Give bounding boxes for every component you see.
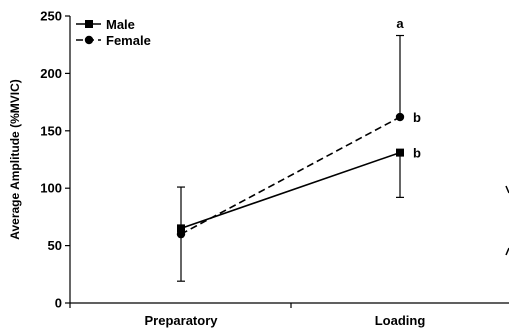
- legend-label-male: Male: [106, 17, 135, 32]
- y-axis-title: Average Amplitude (%MVIC): [8, 79, 22, 239]
- data-point-male: [177, 224, 185, 233]
- legend-label-female: Female: [106, 33, 151, 48]
- y-tick-label: 250: [40, 9, 62, 24]
- chart-axes: 0 50 100 150 200 250 Preparatory Loading Average…: [8, 9, 509, 328]
- data-point-female: [395, 112, 405, 122]
- significance-label: b: [413, 110, 421, 125]
- error-bars: [177, 34, 404, 282]
- legend-marker: [84, 35, 94, 45]
- y-tick-label: 0: [55, 296, 62, 311]
- x-tick-label: Loading: [375, 313, 426, 328]
- y-tick-label: 50: [48, 238, 62, 253]
- series-line-male: [180, 151, 401, 230]
- y-tick-label: 150: [40, 123, 62, 138]
- legend-marker: [85, 20, 93, 28]
- series-markers: [176, 112, 405, 239]
- significance-label: b: [413, 146, 421, 161]
- annotations: b b a: [396, 16, 421, 161]
- significance-label: a: [396, 16, 404, 31]
- y-tick-label: 200: [40, 66, 62, 81]
- series-line-female: [180, 116, 401, 235]
- data-point-female: [176, 229, 186, 239]
- data-point-male: [396, 148, 404, 157]
- series-lines: [180, 116, 401, 235]
- x-tick-label: Preparatory: [145, 313, 219, 328]
- y-tick-label: 100: [40, 181, 62, 196]
